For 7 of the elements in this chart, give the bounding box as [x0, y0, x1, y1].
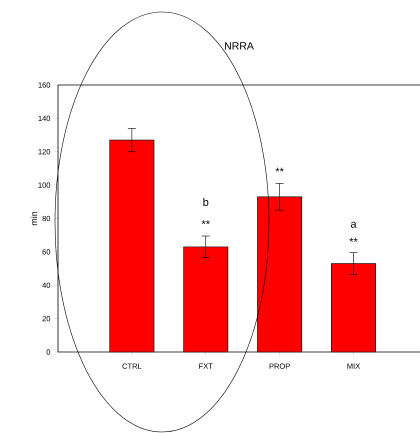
annotation: **	[349, 238, 358, 242]
chart-title: NRRA	[224, 42, 254, 50]
annotation: a	[350, 222, 356, 228]
annotation: b	[203, 198, 208, 206]
annotation: **	[275, 168, 284, 172]
y-axis-title: min	[30, 212, 37, 226]
annotation: **	[201, 220, 210, 224]
